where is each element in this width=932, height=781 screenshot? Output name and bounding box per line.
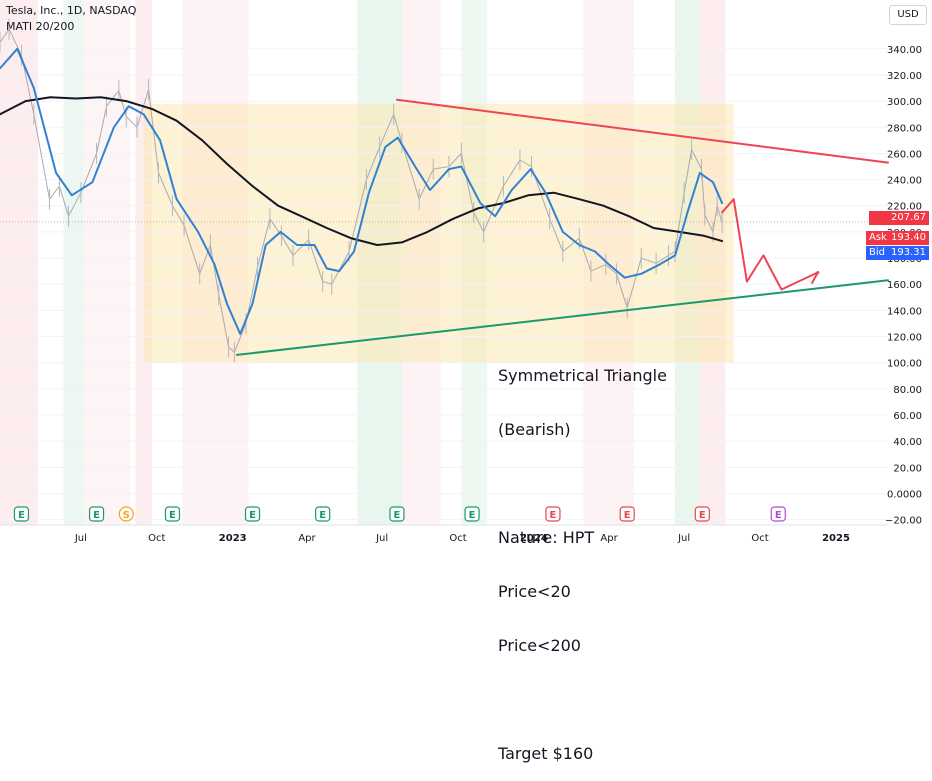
pattern-zone <box>143 103 734 363</box>
time-axis: Jul Oct 2023 Apr Jul Oct 2024 Apr Jul Oct 2025 <box>0 524 888 544</box>
indicator-label[interactable]: MATI 20/200 <box>6 20 75 33</box>
price-axis: −20.00 0.0000 20.00 40.00 60.00 80.00 100.00 12… <box>885 45 922 527</box>
y-tick-label: 260.00 <box>887 149 922 160</box>
event-label: S <box>123 510 130 521</box>
event-marker <box>315 506 331 522</box>
event-marker <box>164 506 181 522</box>
event-label: E <box>550 510 557 521</box>
y-tick-label: −20.00 <box>885 516 922 527</box>
event-marker <box>619 506 635 522</box>
event-label: E <box>18 510 25 521</box>
currency-button[interactable]: USD <box>889 5 927 25</box>
annotation-target: Target $160 <box>498 744 594 763</box>
x-tick-label: Apr <box>600 533 618 544</box>
series-layer <box>0 18 889 363</box>
x-tick-label: Oct <box>449 533 466 544</box>
y-tick-label: 220.00 <box>887 202 922 213</box>
annotation-condition-200: Price<200 <box>498 636 581 655</box>
event-marker <box>244 506 261 522</box>
event-label: E <box>775 510 782 521</box>
series-resistance <box>396 98 889 164</box>
signal-band <box>0 0 38 525</box>
signal-band <box>63 0 85 525</box>
x-tick-label: Jul <box>74 533 87 544</box>
event-label: E <box>319 510 326 521</box>
series-ma200 <box>0 96 724 246</box>
last-price-value: 207.67 <box>869 211 929 225</box>
event-label: E <box>169 510 176 521</box>
y-tick-label: 320.00 <box>887 71 922 82</box>
event-marker <box>770 506 786 522</box>
series-support <box>235 279 889 356</box>
ask-tag: Ask 193.40 <box>866 231 929 245</box>
x-tick-label: Oct <box>751 533 768 544</box>
grid-lines <box>0 48 888 521</box>
series-price <box>0 28 723 353</box>
y-tick-label: 100.00 <box>887 359 922 370</box>
x-tick-label: Jul <box>375 533 388 544</box>
y-tick-label: 280.00 <box>887 123 922 134</box>
y-tick-label: 140.00 <box>887 306 922 317</box>
series-projection <box>721 198 819 291</box>
event-label: E <box>394 510 401 521</box>
y-tick-label: 340.00 <box>887 45 922 56</box>
triangle-zone <box>143 103 734 363</box>
y-tick-label: 0.0000 <box>887 490 922 501</box>
x-tick-label: Jul <box>677 533 690 544</box>
y-tick-label: 120.00 <box>887 333 922 344</box>
x-tick-label: 2024 <box>520 533 548 544</box>
bid-tag: Bid 193.31 <box>866 246 929 260</box>
event-marker <box>13 506 30 522</box>
pattern-annotation: Symmetrical Triangle (Bearish) Nature: H… <box>498 331 667 781</box>
event-marker <box>694 506 710 522</box>
symbol-title: Tesla, Inc., 1D, NASDAQ <box>6 4 137 17</box>
event-label: E <box>469 510 476 521</box>
y-tick-label: 60.00 <box>893 411 922 422</box>
y-tick-label: 20.00 <box>893 463 922 474</box>
y-tick-label: 80.00 <box>893 385 922 396</box>
annotation-condition-20: Price<20 <box>498 582 571 601</box>
annotation-title: Symmetrical Triangle <box>498 366 667 385</box>
y-tick-label: 160.00 <box>887 280 922 291</box>
y-tick-label: 240.00 <box>887 176 922 187</box>
y-tick-label: 40.00 <box>893 437 922 448</box>
event-marker <box>118 506 134 522</box>
price-chart[interactable]: E E S E E E E E E E E E −20.00 0.0000 20.00 40.00 60.00… <box>0 0 932 550</box>
projection-end <box>816 270 820 274</box>
y-tick-label: 300.00 <box>887 97 922 108</box>
ask-value: 193.40 <box>888 231 929 245</box>
x-tick-label: 2023 <box>219 533 247 544</box>
bid-value: 193.31 <box>888 246 929 260</box>
ask-label: Ask <box>866 231 890 245</box>
event-marker <box>464 506 480 522</box>
last-price-tag: 207.67 <box>869 211 929 225</box>
event-label: E <box>624 510 631 521</box>
event-label: E <box>699 510 706 521</box>
annotation-subtitle: (Bearish) <box>498 420 571 439</box>
x-tick-label: Apr <box>298 533 316 544</box>
x-tick-label: Oct <box>148 533 165 544</box>
event-marker <box>88 506 105 522</box>
bid-label: Bid <box>866 246 888 260</box>
x-tick-label: 2025 <box>822 533 850 544</box>
event-label: E <box>93 510 100 521</box>
event-marker <box>389 506 405 522</box>
series-ma20 <box>0 47 724 335</box>
event-label: E <box>249 510 256 521</box>
signal-band <box>84 0 131 525</box>
event-marker <box>545 506 561 522</box>
annotation-nature: Nature: HPT <box>498 528 595 547</box>
